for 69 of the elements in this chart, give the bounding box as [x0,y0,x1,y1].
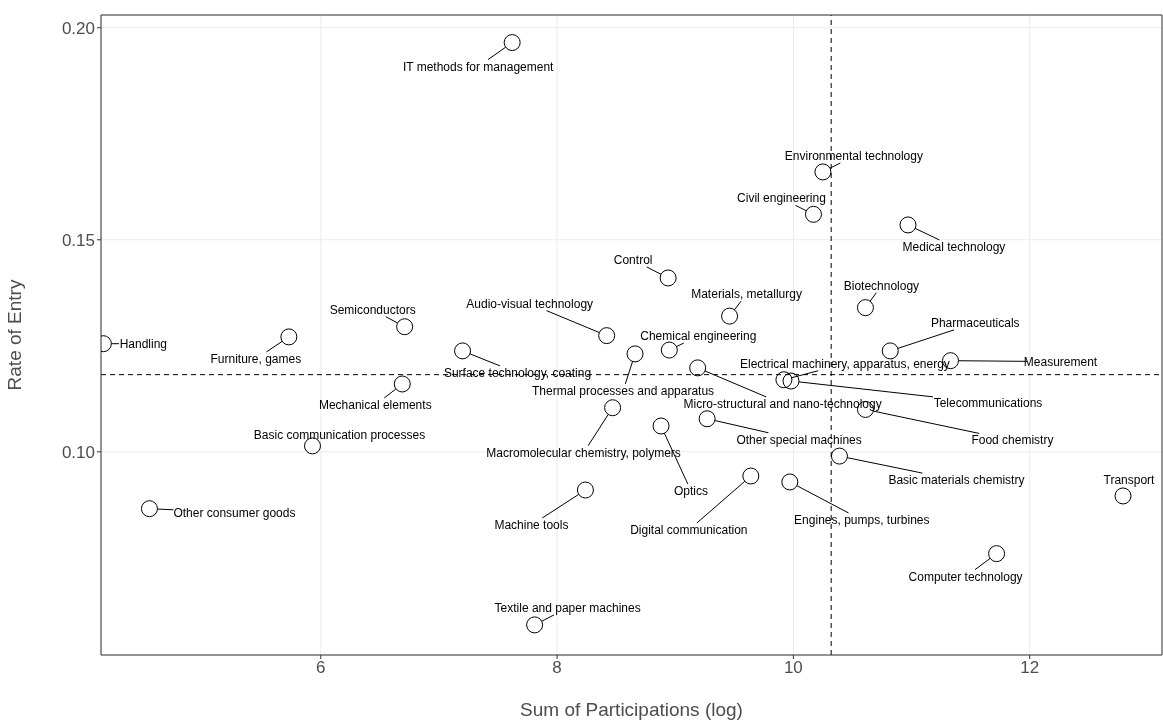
annotation: Medical technology [902,239,1006,254]
annotation: Chemical engineering [640,329,757,344]
point [576,481,594,499]
point [721,307,739,325]
annotation: Transport [1103,472,1156,487]
x-tick-label: 12 [1020,658,1040,678]
annotation: Civil engineering [737,191,826,206]
annotation: Environmental technology [784,148,923,163]
point [526,616,544,634]
annotation: Textile and paper machines [494,600,641,615]
annotation: Handling [119,336,168,351]
annotation: Thermal processes and apparatus [531,383,715,398]
annotation: Measurement [1023,354,1098,369]
annotation: Machine tools [494,518,569,533]
annotation: Audio-visual technology [466,296,594,311]
point [830,447,848,465]
point [881,342,899,360]
annotation: Furniture, games [210,351,302,366]
point [652,417,670,435]
point [659,269,677,287]
point [988,545,1006,563]
point [660,341,678,359]
annotation: Basic communication processes [253,427,426,442]
point [781,473,799,491]
annotation: Telecommunications [933,396,1043,411]
annotation: Pharmaceuticals [930,315,1020,330]
point [140,500,158,518]
annotation: Digital communication [630,523,748,538]
annotation: Micro-structural and nano-technology [683,396,882,411]
point [804,205,822,223]
point [454,342,472,360]
annotation: Other consumer goods [173,505,296,520]
y-tick-label: 0.10 [61,442,95,462]
annotation: Control [613,252,653,267]
x-tick-label: 6 [316,658,326,678]
point [698,410,716,428]
point [1114,487,1132,505]
point [280,328,298,346]
annotation: Semiconductors [329,302,416,317]
point [689,359,707,377]
point [856,299,874,317]
annotation: Computer technology [908,569,1023,584]
annotation: IT methods for management [402,59,555,74]
annotation: Optics [674,483,709,498]
point [742,467,760,485]
point [604,399,622,417]
x-axis-title: Sum of Participations (log) [520,699,743,720]
y-tick-label: 0.15 [61,230,95,250]
annotation: Basic materials chemistry [888,473,1025,488]
annotation: Engines, pumps, turbines [794,512,930,527]
point [396,318,414,336]
y-tick-label: 0.20 [61,18,95,38]
annotation: Food chemistry [971,433,1054,448]
annotation: Materials, metallurgy [691,287,802,302]
point [814,163,832,181]
point [503,34,521,52]
point [626,345,644,363]
point [598,327,616,345]
x-tick-label: 8 [552,658,562,678]
annotation: Electrical machinery, apparatus, energy [739,356,950,371]
annotation: Biotechnology [843,278,920,293]
point [899,216,917,234]
annotation: Other special machines [736,432,862,447]
x-tick-label: 10 [783,658,803,678]
point [393,375,411,393]
annotation: Surface technology, coating [443,365,592,380]
point [775,371,793,389]
annotation: Mechanical elements [318,397,432,412]
point [782,372,800,390]
